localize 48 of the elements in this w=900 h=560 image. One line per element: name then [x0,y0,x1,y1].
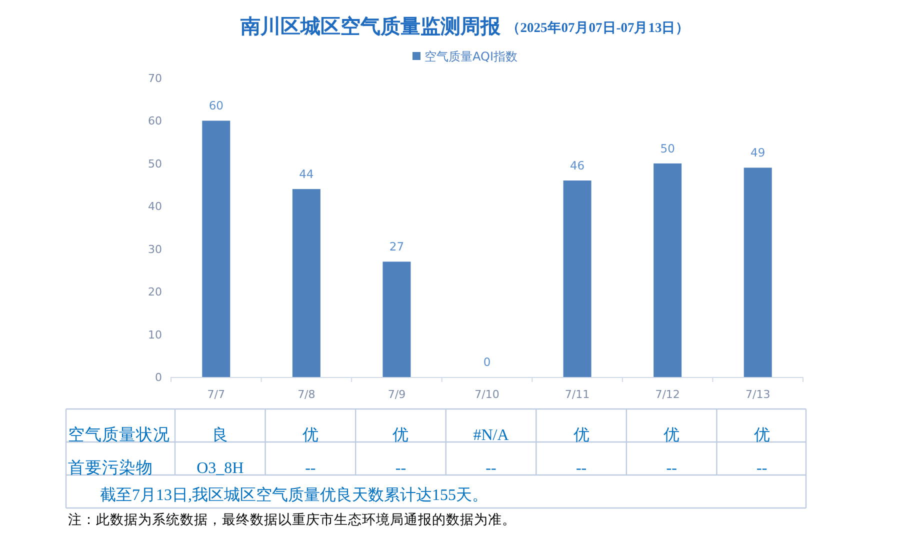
x-tick-label: 7/13 [746,388,770,401]
x-tick-label: 7/8 [298,388,316,401]
bar [292,189,320,377]
data-label: 60 [208,98,224,113]
y-tick-label: 70 [148,72,162,85]
y-tick-label: 0 [155,371,162,384]
table-cell: 优 [392,427,409,444]
table-cell: 优 [573,427,590,444]
table-row-header: 首要污染物 [68,458,153,477]
y-tick-label: 40 [148,200,162,214]
table-cell: 优 [754,427,770,444]
data-label: 49 [750,146,766,160]
data-label: 46 [570,158,585,173]
table-cell: #N/A [473,427,509,444]
table-cell: -- [305,460,316,477]
x-tick-label: 7/7 [207,388,225,401]
bar [654,163,682,377]
x-tick-label: 7/12 [655,388,680,401]
data-label: 50 [660,141,675,156]
y-tick-label: 30 [148,242,162,256]
table-cell: -- [395,460,406,477]
table-cell: O3_8H [196,460,244,477]
table-cell: -- [486,460,496,477]
table-cell: -- [666,460,677,477]
data-label: 44 [299,167,314,182]
x-tick-label: 7/10 [474,388,500,401]
y-tick-label: 50 [148,157,162,170]
table-row-header: 空气质量状况 [68,425,170,444]
y-tick-label: 20 [148,286,162,299]
legend: 空气质量AQI指数 [412,50,518,64]
table-cell: -- [756,460,768,477]
x-tick-label: 7/9 [388,388,406,401]
table-cell: 优 [664,427,680,444]
footnote: 注：此数据为系统数据，最终数据以重庆市生态环境局通报的数据为准。 [68,512,516,527]
data-label: 27 [389,240,404,254]
x-tick-label: 7/11 [564,388,590,401]
bar [744,168,772,377]
data-label: 0 [483,355,491,369]
table-cell: 优 [302,427,318,444]
bar [382,262,411,377]
table-note: 截至7月13日,我区城区空气质量优良天数累计达155天。 [100,487,488,504]
table-cell: -- [576,460,587,477]
title: 南川区城区空气质量监测周报 （2025年07月07日-07月13日） [240,16,690,38]
y-tick-label: 10 [148,328,162,342]
bar [202,120,230,377]
y-tick-label: 60 [148,114,162,128]
table-cell: 良 [212,427,228,444]
bar [563,180,592,377]
